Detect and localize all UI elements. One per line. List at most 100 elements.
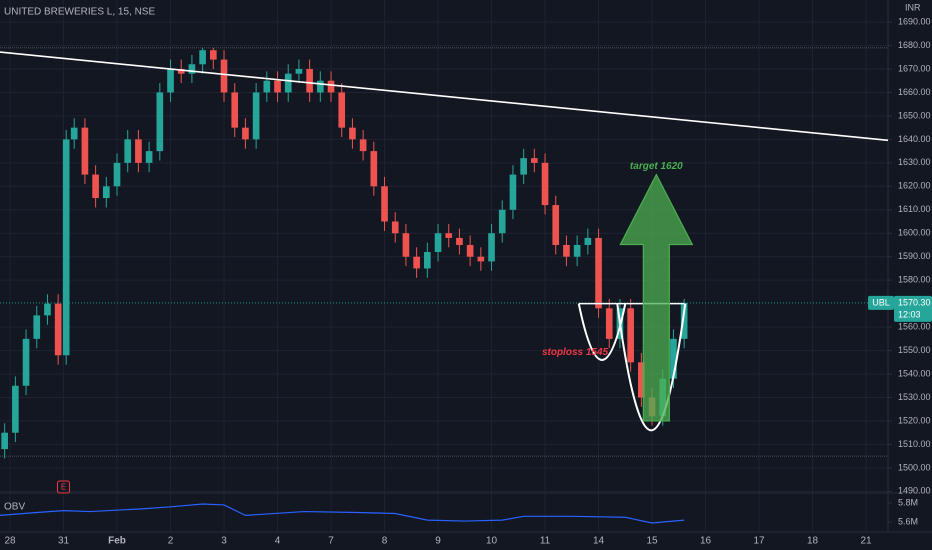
candle-body [381, 186, 388, 222]
y-tick-label: 1620.00 [898, 181, 931, 191]
x-tick-label: 4 [275, 536, 281, 547]
candle-body [563, 244, 570, 257]
chart-title: UNITED BREWERIES L, 15, NSE [4, 7, 155, 18]
candle-body [573, 244, 581, 257]
candle-body [670, 338, 677, 379]
candle-body [295, 68, 303, 74]
target-arrow [619, 173, 694, 422]
candle-body [210, 50, 217, 60]
candle-body [541, 162, 549, 206]
candle-body [680, 302, 688, 339]
candle-body [338, 92, 346, 128]
candle-body [638, 362, 645, 398]
candle-body [445, 233, 453, 238]
candle-body [81, 127, 89, 175]
candle-body [252, 92, 260, 140]
y-tick-label: 1660.00 [898, 87, 931, 97]
x-tick-label: 10 [486, 536, 498, 547]
x-tick-label: 11 [540, 536, 551, 547]
candle-body [391, 221, 399, 234]
y-tick-label: 1560.00 [898, 321, 931, 331]
candle-body [62, 139, 70, 356]
candle-body [231, 92, 239, 128]
y-tick-label: 1500.00 [898, 462, 931, 472]
candle-body [488, 233, 495, 262]
y-tick-label: 1610.00 [898, 204, 931, 214]
symbol-tag [868, 295, 894, 310]
x-tick-label: 21 [861, 536, 873, 547]
candle-body [12, 385, 19, 433]
candle-body [584, 237, 592, 245]
candle-body [177, 68, 185, 74]
candle-body [370, 151, 378, 187]
x-tick-label: Feb [108, 536, 126, 547]
x-tick-label: 9 [435, 536, 441, 547]
candle-body [434, 233, 442, 253]
candle-body [477, 256, 485, 262]
candle-body [1, 432, 8, 450]
y-tick-label: 1680.00 [898, 40, 931, 50]
target-label: target 1620 [630, 161, 683, 172]
candle-body [456, 237, 463, 245]
y-tick-label: 1630.00 [898, 157, 931, 167]
y-tick-label: 1590.00 [898, 251, 931, 261]
candle-body [306, 68, 313, 93]
candle-body [627, 308, 634, 363]
x-tick-label: 3 [221, 536, 227, 547]
currency: INR [905, 2, 921, 12]
candle-body [167, 68, 174, 93]
stoploss-label: stoploss 1545 [542, 347, 609, 358]
x-tick-label: 18 [807, 536, 819, 547]
x-tick-label: 14 [593, 536, 605, 547]
x-tick-label: 16 [700, 536, 712, 547]
x-tick-label: 2 [168, 536, 174, 547]
y-tick-label: 1520.00 [898, 415, 931, 425]
candle-body [327, 80, 335, 93]
candle-body [531, 158, 538, 163]
candle-body [135, 139, 142, 163]
price-tag-label: 1570.30 [898, 297, 931, 307]
candle-body [44, 303, 51, 316]
candle-body [220, 59, 228, 93]
candle-body [70, 127, 78, 140]
price-tag [894, 295, 932, 322]
x-tick-label: 28 [4, 536, 16, 547]
price-tag-time: 12:03 [898, 309, 921, 319]
obv-label: OBV [4, 502, 25, 513]
marks: 1490.00 1500.00 1510.00 1520.00 1530.00 1540.… [0, 16, 932, 547]
y-tick-label: 1540.00 [898, 368, 931, 378]
x-tick-label: 17 [753, 536, 765, 547]
candle-body [498, 209, 506, 234]
candle-body [424, 252, 431, 269]
y-tick-label: 1650.00 [898, 110, 931, 120]
y-tick-label: 1690.00 [898, 16, 931, 26]
y-tick-label: 1510.00 [898, 439, 931, 449]
candle-body [199, 50, 206, 65]
candle-body [113, 162, 121, 187]
obv-y-tick-label: 5.6M [898, 516, 918, 526]
grid [0, 0, 888, 532]
y-tick-label: 1550.00 [898, 345, 931, 355]
y-tick-label: 1530.00 [898, 392, 931, 402]
obv-y-tick-label: 5.8M [898, 497, 918, 507]
y-tick-label: 1490.00 [898, 486, 931, 496]
candle-body [54, 303, 62, 356]
obv-line [0, 503, 685, 524]
y-tick-label: 1580.00 [898, 275, 931, 285]
candle-body [284, 73, 292, 93]
candle-body [359, 139, 367, 152]
candle-body [274, 80, 281, 93]
candle-body [349, 127, 356, 140]
candle-body [466, 244, 474, 257]
event-label: E [61, 483, 66, 492]
x-tick-label: 31 [58, 536, 70, 547]
candle-body [188, 64, 196, 74]
x-tick-label: 7 [328, 536, 334, 547]
candle-body [263, 80, 271, 93]
candle-body [124, 139, 132, 163]
candle-body [317, 80, 324, 93]
candle-body [509, 174, 517, 210]
